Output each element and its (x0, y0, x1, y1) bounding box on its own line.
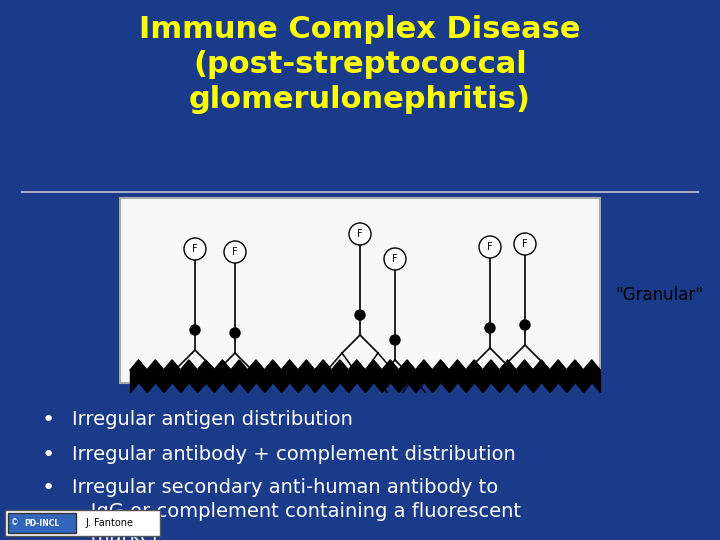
Bar (120, 198, 600, 383)
Circle shape (520, 320, 530, 330)
Text: Irregular antibody + complement distribution: Irregular antibody + complement distribu… (72, 445, 516, 464)
Text: PD-INCL: PD-INCL (24, 518, 60, 528)
Circle shape (190, 325, 200, 335)
Text: ©: © (12, 518, 19, 528)
Circle shape (514, 233, 536, 255)
Bar (5, 510, 160, 536)
Text: F: F (522, 239, 528, 249)
Circle shape (184, 238, 206, 260)
Text: F: F (232, 247, 238, 257)
Text: •: • (42, 410, 55, 430)
Text: Irregular antigen distribution: Irregular antigen distribution (72, 410, 353, 429)
Text: Irregular secondary anti-human antibody to
   IgG or complement containing a flu: Irregular secondary anti-human antibody … (72, 478, 521, 540)
Circle shape (390, 335, 400, 345)
Bar (8, 513, 76, 533)
Text: F: F (357, 229, 363, 239)
Text: F: F (487, 242, 492, 252)
Text: •: • (42, 478, 55, 498)
Circle shape (485, 323, 495, 333)
Text: •: • (42, 445, 55, 465)
Circle shape (230, 328, 240, 338)
Circle shape (224, 241, 246, 263)
Text: F: F (392, 254, 398, 264)
Circle shape (479, 236, 501, 258)
Text: "Granular": "Granular" (615, 286, 703, 304)
Text: F: F (192, 244, 198, 254)
Circle shape (349, 223, 371, 245)
Circle shape (384, 248, 406, 270)
Circle shape (355, 310, 365, 320)
Text: J. Fantone: J. Fantone (85, 518, 133, 528)
Text: Immune Complex Disease
(post-streptococcal
glomerulonephritis): Immune Complex Disease (post-streptococc… (139, 15, 581, 113)
